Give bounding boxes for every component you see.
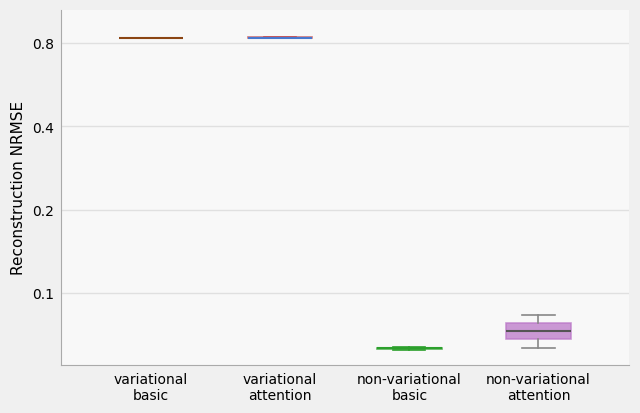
Y-axis label: Reconstruction NRMSE: Reconstruction NRMSE xyxy=(11,101,26,275)
PathPatch shape xyxy=(377,348,442,349)
PathPatch shape xyxy=(506,323,571,339)
